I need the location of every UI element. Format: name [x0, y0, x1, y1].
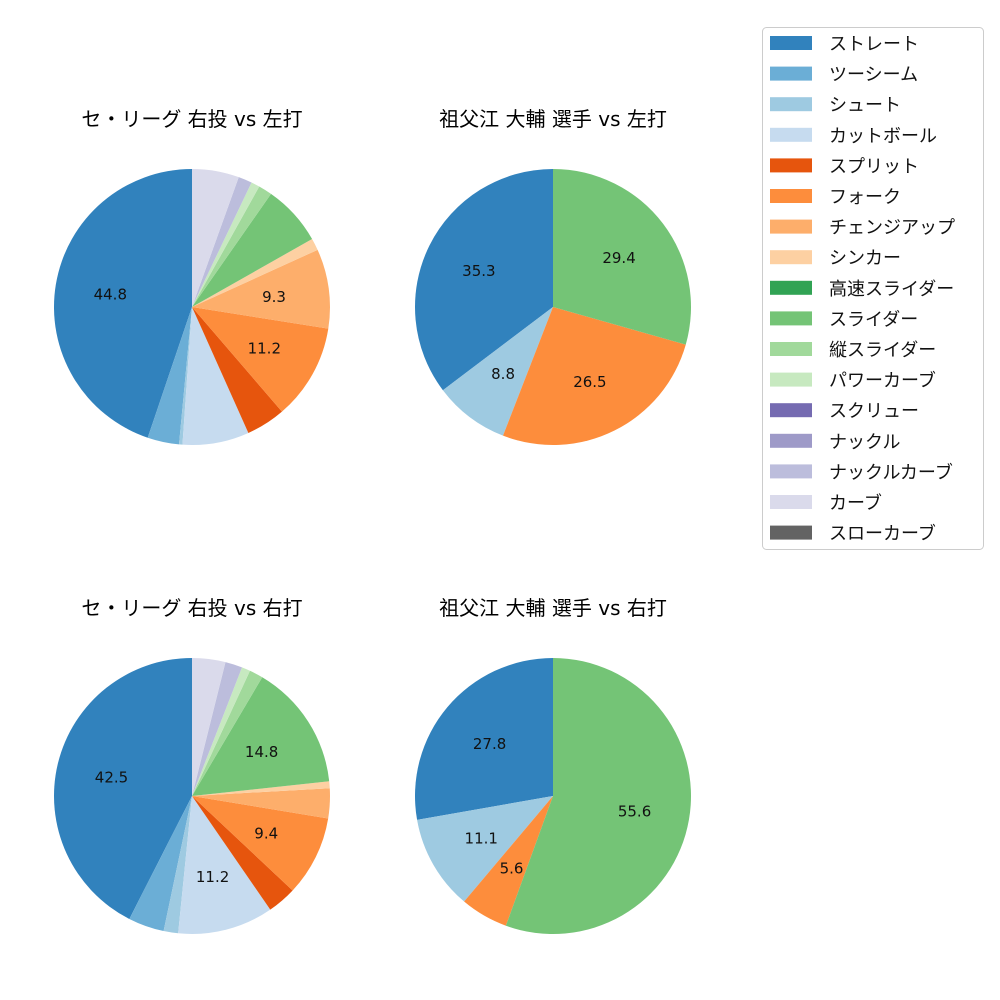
legend-swatch — [770, 280, 812, 295]
slice-label: 27.8 — [473, 735, 506, 753]
pie-slice — [414, 169, 553, 391]
pie-slice — [54, 169, 193, 438]
legend: ストレートツーシームシュートカットボールスプリットフォークチェンジアップシンカー… — [762, 27, 984, 550]
legend-swatch — [770, 158, 812, 173]
legend-frame — [762, 27, 984, 550]
legend-swatch — [770, 403, 812, 418]
legend-swatch — [770, 189, 812, 203]
pie-slice — [505, 658, 692, 935]
legend-label: スクリュー — [829, 401, 919, 422]
legend-label: スライダー — [829, 309, 918, 330]
pie-slice — [192, 788, 330, 819]
pie-slice — [192, 670, 263, 796]
legend-label: パワーカーブ — [829, 370, 936, 392]
legend-label: スプリット — [829, 156, 919, 177]
legend-swatch — [770, 495, 812, 509]
legend-swatch — [770, 127, 812, 142]
pie-slice — [415, 658, 553, 820]
legend-label: ナックル — [829, 432, 900, 453]
pie-slice — [417, 796, 553, 902]
legend-label: カットボール — [829, 126, 937, 147]
legend-label: シンカー — [829, 248, 901, 269]
pie-slice — [192, 177, 252, 307]
legend-swatch — [770, 311, 812, 326]
pie-slice — [182, 307, 249, 445]
legend-label: チェンジアップ — [829, 218, 955, 239]
pie-slice — [53, 658, 192, 919]
pie-1: セ・リーグ 右投 vs 左打 44.8 11.2 9.3 — [54, 107, 330, 445]
pie-title: 祖父江 大輔 選手 vs 左打 — [439, 107, 667, 131]
legend-label: スローカーブ — [829, 523, 936, 545]
pie-slice — [192, 307, 282, 433]
slice-label: 11.2 — [196, 868, 229, 886]
pie-slice — [192, 307, 329, 412]
slice-label: 5.6 — [500, 860, 524, 878]
pie-slice — [192, 662, 242, 796]
pie-slice — [192, 169, 239, 307]
slice-label: 14.8 — [245, 743, 278, 761]
slice-label: 29.4 — [602, 249, 635, 267]
legend-label: ナックルカーブ — [829, 461, 953, 483]
slice-label: 11.2 — [248, 339, 281, 357]
legend-label: フォーク — [829, 187, 901, 208]
pie-slice — [192, 781, 330, 796]
pie-slice — [192, 658, 226, 796]
pie-3: セ・リーグ 右投 vs 右打 42.5 11.2 9.4 14.8 — [53, 596, 330, 934]
legend-swatch — [770, 372, 812, 387]
slice-label: 42.5 — [95, 769, 128, 787]
pie-2: 祖父江 大輔 選手 vs 左打 35.3 8.8 26.5 29.4 — [414, 107, 691, 446]
slice-label: 35.3 — [462, 262, 495, 280]
pie-slice — [192, 239, 318, 307]
legend-swatch — [770, 219, 812, 234]
legend-swatch — [770, 66, 812, 81]
legend-label: 縦スライダー — [829, 340, 936, 361]
pie-slice — [192, 677, 330, 796]
pie-4: 祖父江 大輔 選手 vs 右打 27.8 11.15.6 55.6 — [415, 596, 692, 935]
legend-swatch — [770, 525, 812, 540]
legend-label: シュート — [829, 95, 901, 116]
legend-label: 高速スライダー — [829, 279, 954, 300]
legend-swatch — [770, 342, 812, 356]
legend-label: ツーシーム — [829, 65, 918, 86]
legend-label: カーブ — [829, 492, 882, 514]
pie-slice — [129, 796, 192, 932]
pie-title: セ・リーグ 右投 vs 右打 — [81, 596, 302, 620]
slice-label: 44.8 — [94, 286, 127, 304]
pie-slice — [192, 193, 313, 307]
legend-swatch — [770, 433, 812, 448]
slice-label: 26.5 — [573, 373, 606, 391]
pie-slice — [179, 307, 192, 445]
legend-swatch — [770, 250, 812, 265]
pie-slice — [192, 186, 271, 307]
pie-slice — [553, 169, 691, 345]
legend-swatch — [770, 97, 812, 112]
legend-label: ストレート — [829, 34, 919, 55]
pie-slice — [192, 796, 329, 891]
pie-slice — [163, 796, 192, 934]
slice-label: 8.8 — [491, 365, 515, 383]
pie-slice — [192, 796, 293, 910]
pie-slice — [192, 249, 330, 329]
pie-slice — [464, 796, 553, 926]
pie-slice — [178, 796, 271, 934]
pie-title: 祖父江 大輔 選手 vs 右打 — [439, 596, 667, 620]
legend-swatch — [770, 36, 812, 50]
pie-title: セ・リーグ 右投 vs 左打 — [81, 107, 302, 131]
legend-swatch — [770, 464, 812, 479]
pie-slice — [503, 307, 686, 446]
slice-label: 11.1 — [465, 829, 498, 847]
pie-slice — [147, 307, 192, 445]
pie-slice — [192, 667, 250, 796]
pie-slice — [442, 307, 553, 436]
pie-slice — [192, 182, 260, 307]
slice-label: 9.4 — [254, 825, 278, 843]
slice-label: 9.3 — [262, 288, 286, 306]
slice-label: 55.6 — [618, 802, 651, 820]
